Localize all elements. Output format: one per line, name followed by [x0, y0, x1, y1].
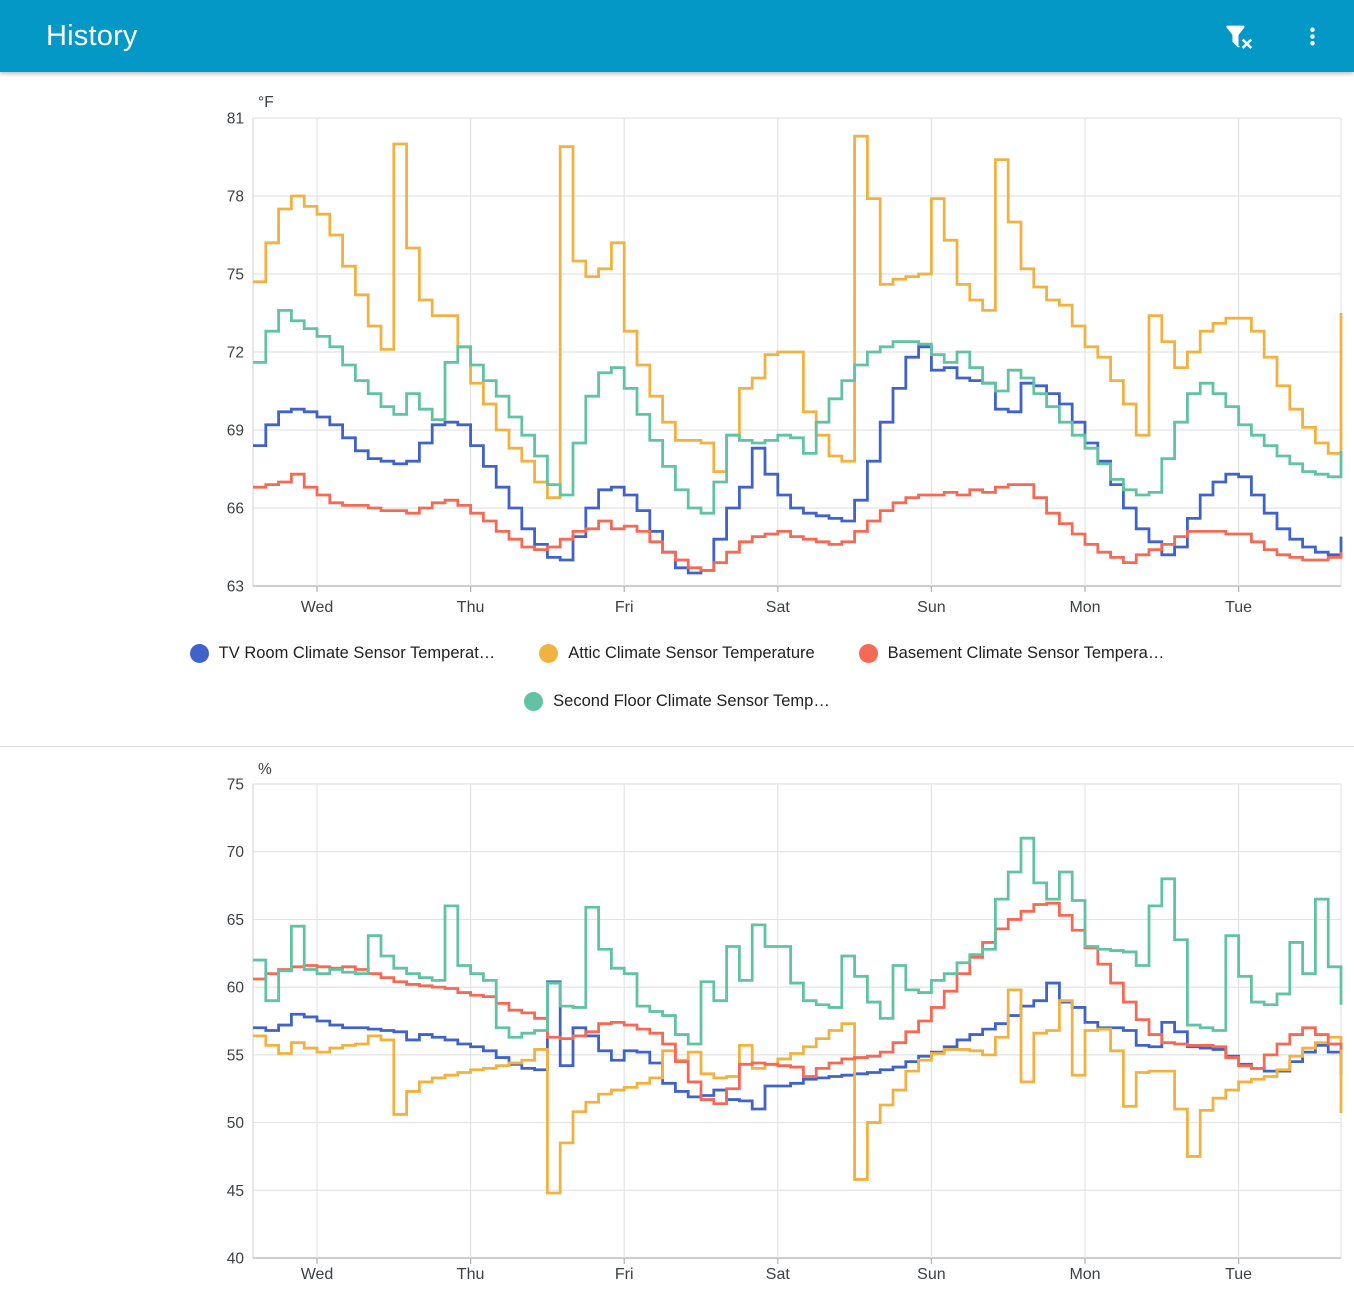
svg-text:Tue: Tue: [1225, 599, 1252, 616]
svg-text:Mon: Mon: [1069, 599, 1100, 616]
svg-text:72: 72: [227, 345, 244, 362]
attic-series-dot: [539, 643, 559, 663]
second-floor-series-dot: [524, 691, 544, 711]
svg-text:Thu: Thu: [457, 599, 485, 616]
svg-text:%: %: [258, 761, 272, 778]
svg-text:55: 55: [227, 1047, 244, 1064]
svg-text:Wed: Wed: [301, 1266, 334, 1283]
legend-item-second-floor-temperature[interactable]: Second Floor Climate Sensor Temp…: [524, 691, 830, 711]
svg-text:Sun: Sun: [917, 1266, 945, 1283]
svg-text:°F: °F: [258, 94, 274, 111]
legend-label: TV Room Climate Sensor Temperat…: [218, 643, 496, 662]
svg-text:75: 75: [227, 267, 244, 284]
svg-text:40: 40: [227, 1251, 245, 1268]
svg-text:81: 81: [227, 111, 244, 128]
filter-remove-icon: [1224, 22, 1253, 51]
svg-text:Sun: Sun: [917, 599, 945, 616]
svg-text:Sat: Sat: [766, 599, 791, 616]
page-title: History: [46, 19, 138, 52]
svg-text:Fri: Fri: [615, 1266, 634, 1283]
svg-text:60: 60: [227, 980, 245, 997]
svg-text:Tue: Tue: [1225, 1266, 1252, 1283]
legend-item-attic-temperature[interactable]: Attic Climate Sensor Temperature: [539, 643, 815, 663]
legend-label: Second Floor Climate Sensor Temp…: [553, 691, 830, 710]
svg-text:65: 65: [227, 912, 244, 929]
humidity-chart[interactable]: % 75 70 65 60 55 50 45 40 Wed Thu Fri Sat Sun Mon Tue: [0, 750, 1354, 1302]
svg-text:78: 78: [227, 189, 244, 206]
basement-series-dot: [858, 643, 878, 663]
svg-text:Mon: Mon: [1069, 1266, 1100, 1283]
legend-label: Basement Climate Sensor Tempera…: [887, 643, 1165, 662]
legend-row-1: TV Room Climate Sensor Temperat… Attic C…: [0, 636, 1354, 670]
legend-row-2: Second Floor Climate Sensor Temp…: [0, 684, 1354, 718]
dots-vertical-icon: [1299, 23, 1326, 50]
svg-text:Fri: Fri: [615, 599, 634, 616]
svg-text:75: 75: [227, 777, 244, 794]
svg-text:69: 69: [227, 423, 244, 440]
svg-text:63: 63: [227, 579, 244, 596]
header-actions: [1214, 12, 1336, 60]
svg-text:50: 50: [227, 1115, 245, 1132]
temperature-chart-legend: TV Room Climate Sensor Temperat… Attic C…: [0, 636, 1354, 718]
svg-text:Sat: Sat: [766, 1266, 791, 1283]
svg-text:45: 45: [227, 1183, 244, 1200]
tv-room-series-dot: [189, 643, 209, 663]
overflow-menu-button[interactable]: [1288, 12, 1336, 60]
svg-text:70: 70: [227, 844, 245, 861]
temperature-chart[interactable]: °F 81 78 75 72 69 66 63 Wed Thu Fri Sat Sun Mon Tue: [0, 76, 1354, 636]
legend-item-basement-temperature[interactable]: Basement Climate Sensor Tempera…: [858, 643, 1165, 663]
svg-text:Thu: Thu: [457, 1266, 485, 1283]
section-divider: [0, 746, 1354, 747]
svg-text:66: 66: [227, 501, 244, 518]
legend-item-tv-room-temperature[interactable]: TV Room Climate Sensor Temperat…: [189, 643, 496, 663]
filter-remove-button[interactable]: [1214, 12, 1262, 60]
svg-text:Wed: Wed: [301, 599, 334, 616]
app-header: History: [0, 0, 1354, 72]
legend-label: Attic Climate Sensor Temperature: [568, 643, 815, 662]
